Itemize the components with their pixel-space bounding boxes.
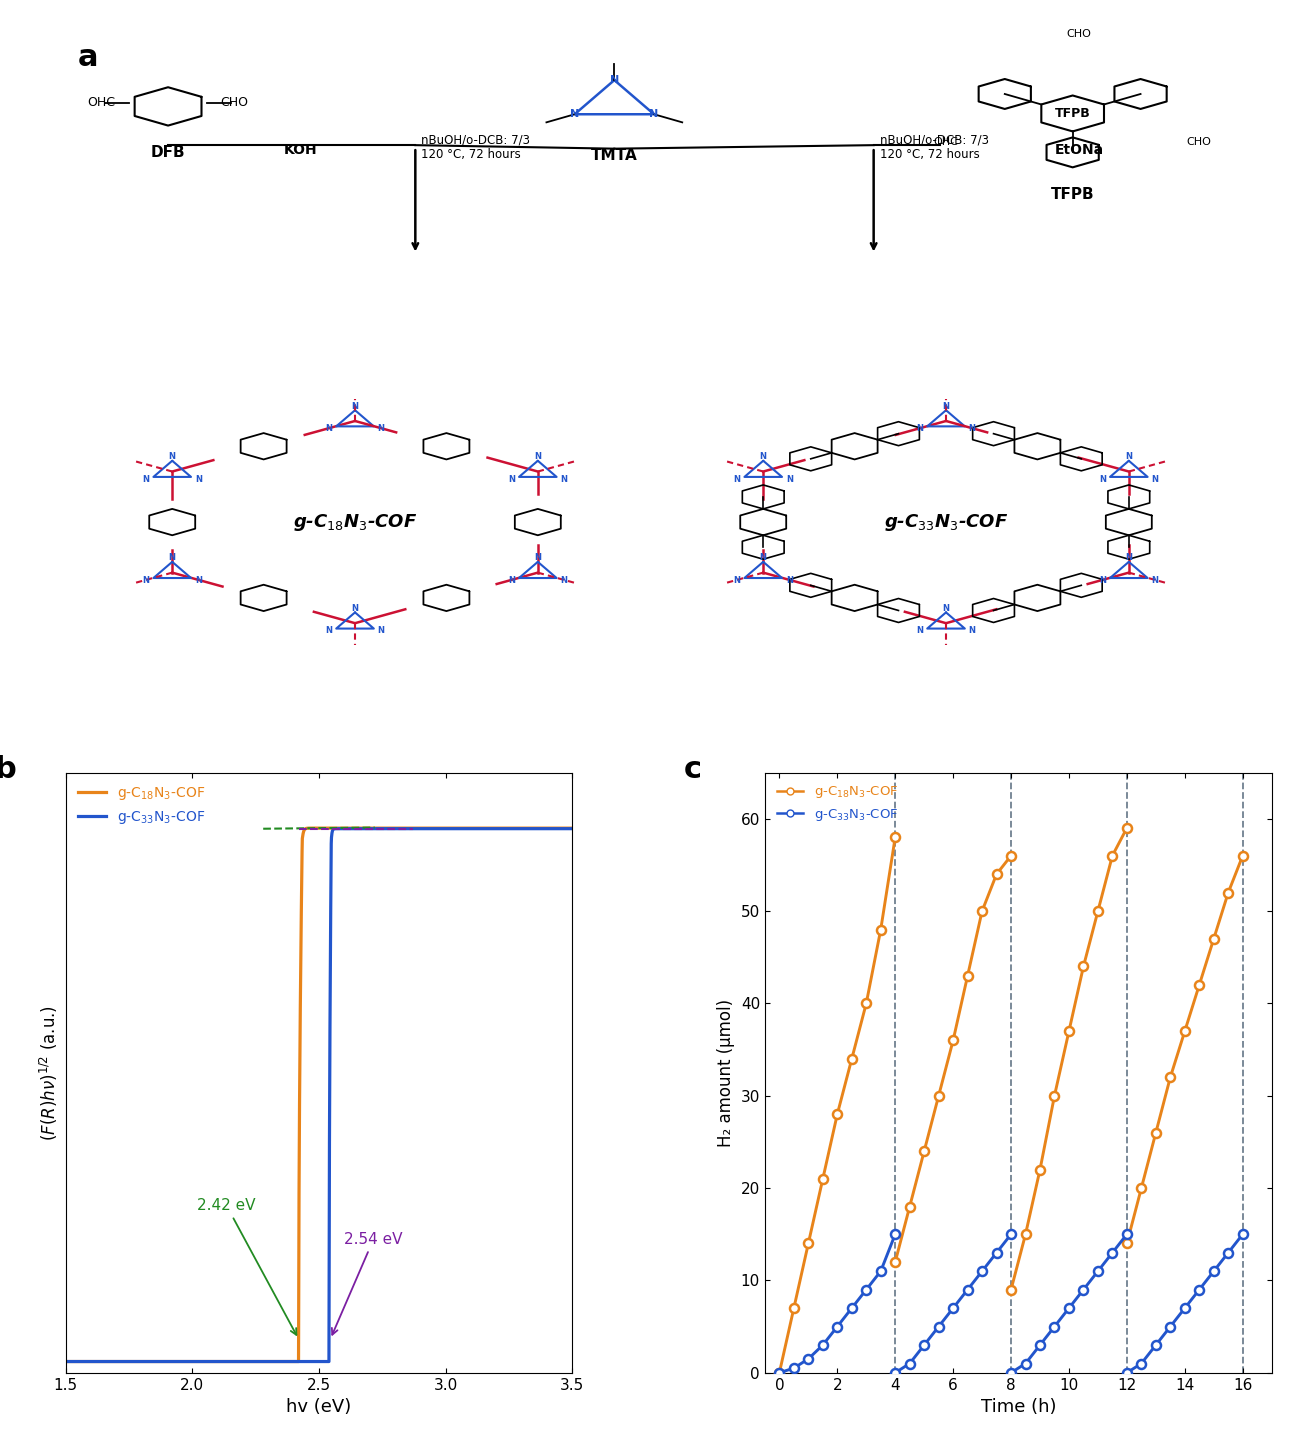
Text: N: N [969, 423, 975, 434]
g-C$_{18}$N$_3$-COF [84, 1353, 100, 1370]
g-C$_{33}$N$_3$-COF [291, 1353, 307, 1370]
Text: N: N [509, 575, 515, 585]
Text: b: b [0, 754, 16, 783]
g-C$_{33}$N$_3$-COF [551, 819, 566, 837]
Text: N: N [560, 474, 568, 484]
Line: g-C$_{33}$N$_3$-COF: g-C$_{33}$N$_3$-COF [66, 828, 573, 1361]
Text: CHO: CHO [1066, 29, 1091, 39]
Text: N: N [195, 575, 202, 585]
g-C$_{33}$N$_3$-COF [58, 1353, 73, 1370]
Text: N: N [916, 626, 923, 636]
Line: g-C$_{18}$N$_3$-COF: g-C$_{18}$N$_3$-COF [66, 828, 573, 1361]
Text: a: a [77, 43, 98, 72]
g-C$_{18}$N$_3$-COF [304, 819, 320, 837]
Text: N: N [969, 626, 975, 636]
Text: N: N [785, 474, 793, 484]
Text: N: N [570, 110, 579, 120]
Text: N: N [734, 474, 741, 484]
Text: 2.42 eV: 2.42 eV [198, 1198, 296, 1335]
g-C$_{18}$N$_3$-COF [565, 819, 581, 837]
Text: 120 °C, 72 hours: 120 °C, 72 hours [421, 147, 520, 160]
Text: c: c [684, 754, 701, 783]
Text: N: N [1125, 553, 1133, 562]
Text: N: N [760, 553, 767, 562]
Text: TFPB: TFPB [1055, 107, 1091, 120]
Text: N: N [1099, 575, 1106, 585]
Text: N: N [1125, 452, 1133, 461]
Text: N: N [734, 575, 741, 585]
Text: N: N [1151, 474, 1159, 484]
Text: EtONa: EtONa [1054, 143, 1104, 158]
Y-axis label: H₂ amount (μmol): H₂ amount (μmol) [717, 998, 735, 1147]
Text: N: N [785, 575, 793, 585]
Text: g-C$_{18}$N$_3$-COF: g-C$_{18}$N$_3$-COF [292, 512, 417, 533]
Text: KOH: KOH [284, 143, 317, 158]
Text: N: N [143, 575, 149, 585]
Text: N: N [195, 474, 202, 484]
Text: N: N [325, 423, 333, 434]
Text: N: N [760, 452, 767, 461]
Text: TFPB: TFPB [1051, 186, 1095, 202]
Text: nBuOH/o-DCB: 7/3: nBuOH/o-DCB: 7/3 [880, 134, 988, 147]
Legend: g-C$_{18}$N$_3$-COF, g-C$_{33}$N$_3$-COF: g-C$_{18}$N$_3$-COF, g-C$_{33}$N$_3$-COF [771, 779, 903, 828]
g-C$_{18}$N$_3$-COF [58, 1353, 73, 1370]
Text: N: N [169, 553, 176, 562]
Text: 2.54 eV: 2.54 eV [332, 1231, 402, 1335]
g-C$_{33}$N$_3$-COF [304, 1353, 320, 1370]
Text: N: N [535, 553, 541, 562]
Text: OHC: OHC [88, 97, 115, 110]
g-C$_{33}$N$_3$-COF [370, 819, 385, 837]
Text: N: N [610, 75, 619, 85]
Text: N: N [378, 626, 384, 636]
Text: nBuOH/o-DCB: 7/3: nBuOH/o-DCB: 7/3 [421, 134, 531, 147]
Text: N: N [943, 604, 949, 613]
g-C$_{33}$N$_3$-COF [458, 819, 473, 837]
X-axis label: hv (eV): hv (eV) [286, 1399, 351, 1416]
Legend: g-C$_{18}$N$_3$-COF, g-C$_{33}$N$_3$-COF: g-C$_{18}$N$_3$-COF, g-C$_{33}$N$_3$-COF [72, 779, 211, 831]
Text: g-C$_{33}$N$_3$-COF: g-C$_{33}$N$_3$-COF [884, 512, 1008, 533]
Text: N: N [351, 402, 358, 410]
Text: N: N [943, 402, 949, 410]
Text: TMTA: TMTA [591, 149, 637, 163]
Text: N: N [169, 452, 176, 461]
Text: N: N [1151, 575, 1159, 585]
Text: N: N [143, 474, 149, 484]
g-C$_{18}$N$_3$-COF [367, 819, 383, 837]
Text: N: N [916, 423, 923, 434]
Y-axis label: $(F(R)h\nu)^{1/2}$ (a.u.): $(F(R)h\nu)^{1/2}$ (a.u.) [38, 1004, 60, 1140]
Text: N: N [351, 604, 358, 613]
g-C$_{18}$N$_3$-COF [551, 819, 566, 837]
Text: N: N [325, 626, 333, 636]
g-C$_{33}$N$_3$-COF [84, 1353, 100, 1370]
Text: N: N [535, 452, 541, 461]
Text: N: N [1099, 474, 1106, 484]
Text: N: N [560, 575, 568, 585]
Text: 120 °C, 72 hours: 120 °C, 72 hours [880, 147, 979, 160]
Text: CHO: CHO [220, 97, 248, 110]
Text: N: N [649, 110, 658, 120]
Text: DFB: DFB [151, 144, 185, 160]
Text: N: N [509, 474, 515, 484]
X-axis label: Time (h): Time (h) [981, 1399, 1057, 1416]
g-C$_{18}$N$_3$-COF [458, 819, 473, 837]
g-C$_{18}$N$_3$-COF [549, 819, 565, 837]
Text: N: N [378, 423, 384, 434]
g-C$_{33}$N$_3$-COF [549, 819, 565, 837]
Text: OHC: OHC [933, 137, 958, 147]
g-C$_{33}$N$_3$-COF [565, 819, 581, 837]
g-C$_{18}$N$_3$-COF [291, 1353, 307, 1370]
Text: CHO: CHO [1186, 137, 1211, 147]
